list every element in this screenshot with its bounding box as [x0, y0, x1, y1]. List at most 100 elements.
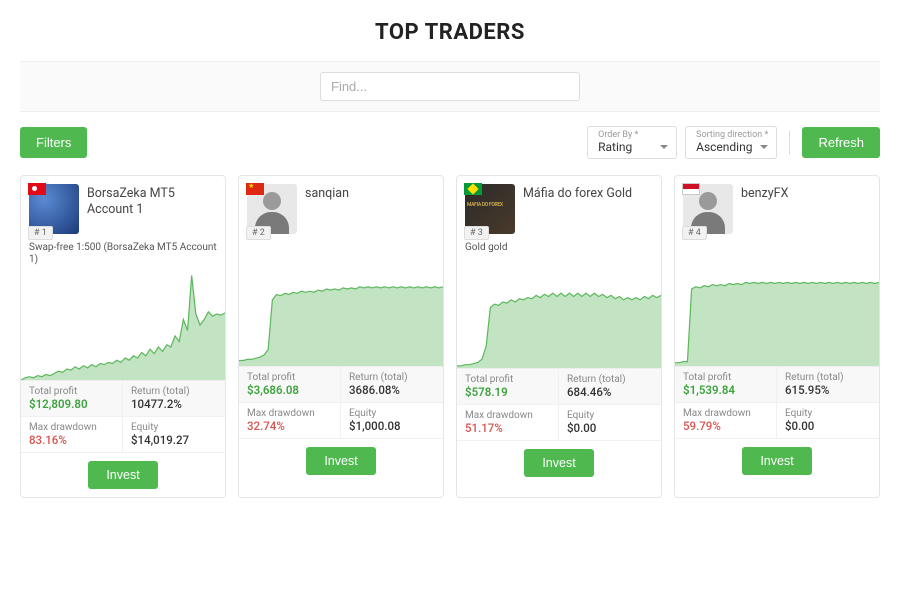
stat-label: Equity — [567, 410, 653, 421]
avatar-wrap: # 4 — [683, 184, 733, 234]
trader-subtitle: Swap-free 1:500 (BorsaZeka MT5 Account 1… — [21, 242, 225, 270]
sort-direction-select[interactable]: Sorting direction * Ascending — [685, 126, 777, 159]
trader-card: # 2 sanqian Total profit $3,686.08 Retur… — [238, 175, 444, 498]
stat-value: $1,539.84 — [683, 383, 768, 397]
trader-name[interactable]: benzyFX — [741, 184, 788, 234]
search-bar — [20, 61, 880, 112]
stat-label: Max drawdown — [29, 422, 114, 433]
rank-badge: # 3 — [464, 226, 489, 240]
order-by-label: Order By * — [598, 131, 668, 140]
trader-name[interactable]: BorsaZeka MT5 Account 1 — [87, 184, 217, 234]
stat-return-total: Return (total) 684.46% — [559, 369, 661, 405]
stat-value: 83.16% — [29, 433, 114, 447]
trader-cards-row: # 1 BorsaZeka MT5 Account 1 Swap-free 1:… — [20, 175, 880, 498]
stat-equity: Equity $1,000.08 — [341, 403, 443, 439]
stat-total-profit: Total profit $578.19 — [457, 369, 559, 405]
stat-total-profit: Total profit $12,809.80 — [21, 381, 123, 417]
invest-button[interactable]: Invest — [524, 449, 593, 477]
trader-subtitle — [239, 242, 443, 256]
stat-value: $578.19 — [465, 385, 550, 399]
card-footer: Invest — [239, 439, 443, 483]
invest-button[interactable]: Invest — [88, 461, 157, 489]
stats-grid: Total profit $3,686.08 Return (total) 36… — [239, 366, 443, 439]
stat-value: 684.46% — [567, 385, 653, 399]
stat-label: Return (total) — [131, 386, 217, 397]
card-header: # 2 sanqian — [239, 176, 443, 242]
trader-name[interactable]: sanqian — [305, 184, 349, 234]
card-footer: Invest — [675, 439, 879, 483]
stat-value: 615.95% — [785, 383, 871, 397]
avatar-wrap: # 3 — [465, 184, 515, 234]
rank-badge: # 1 — [28, 226, 53, 240]
stat-label: Total profit — [465, 374, 550, 385]
stat-total-profit: Total profit $3,686.08 — [239, 367, 341, 403]
order-by-select[interactable]: Order By * Rating — [587, 126, 677, 159]
stat-value: 59.79% — [683, 419, 768, 433]
stat-label: Equity — [131, 422, 217, 433]
stat-label: Total profit — [247, 372, 332, 383]
stat-equity: Equity $0.00 — [559, 405, 661, 441]
invest-button[interactable]: Invest — [742, 447, 811, 475]
stat-equity: Equity $0.00 — [777, 403, 879, 439]
stat-equity: Equity $14,019.27 — [123, 417, 225, 453]
stat-label: Return (total) — [349, 372, 435, 383]
stat-label: Max drawdown — [465, 410, 550, 421]
stat-total-profit: Total profit $1,539.84 — [675, 367, 777, 403]
stat-label: Total profit — [683, 372, 768, 383]
card-header: # 1 BorsaZeka MT5 Account 1 — [21, 176, 225, 242]
trader-name[interactable]: Máfia do forex Gold — [523, 184, 632, 234]
stat-max-drawdown: Max drawdown 51.17% — [457, 405, 559, 441]
stat-value: $3,686.08 — [247, 383, 332, 397]
card-header: # 3 Máfia do forex Gold — [457, 176, 661, 242]
country-flag-icon — [464, 183, 482, 195]
trader-card: # 4 benzyFX Total profit $1,539.84 Retur… — [674, 175, 880, 498]
trader-card: # 1 BorsaZeka MT5 Account 1 Swap-free 1:… — [20, 175, 226, 498]
order-by-value: Rating — [598, 140, 632, 154]
profit-chart — [239, 256, 443, 366]
stat-label: Return (total) — [785, 372, 871, 383]
stat-return-total: Return (total) 10477.2% — [123, 381, 225, 417]
avatar-wrap: # 1 — [29, 184, 79, 234]
stats-grid: Total profit $12,809.80 Return (total) 1… — [21, 380, 225, 453]
profit-chart — [21, 270, 225, 380]
rank-badge: # 4 — [682, 226, 707, 240]
page-title: TOP TRADERS — [0, 20, 900, 45]
stat-value: 51.17% — [465, 421, 550, 435]
profit-chart — [457, 258, 661, 368]
controls-row: Filters Order By * Rating Sorting direct… — [20, 126, 880, 159]
country-flag-icon — [28, 183, 46, 195]
stat-return-total: Return (total) 615.95% — [777, 367, 879, 403]
chevron-down-icon — [660, 145, 668, 149]
trader-card: # 3 Máfia do forex Gold Gold gold Total … — [456, 175, 662, 498]
stat-max-drawdown: Max drawdown 83.16% — [21, 417, 123, 453]
stat-value: $12,809.80 — [29, 397, 114, 411]
profit-chart — [675, 256, 879, 366]
stat-label: Return (total) — [567, 374, 653, 385]
country-flag-icon — [246, 183, 264, 195]
stat-value: 32.74% — [247, 419, 332, 433]
refresh-button[interactable]: Refresh — [802, 127, 880, 158]
card-header: # 4 benzyFX — [675, 176, 879, 242]
stat-value: 10477.2% — [131, 397, 217, 411]
rank-badge: # 2 — [246, 226, 271, 240]
search-input[interactable] — [320, 72, 580, 101]
country-flag-icon — [682, 183, 700, 195]
stats-grid: Total profit $1,539.84 Return (total) 61… — [675, 366, 879, 439]
filters-button[interactable]: Filters — [20, 127, 87, 158]
stat-label: Max drawdown — [683, 408, 768, 419]
invest-button[interactable]: Invest — [306, 447, 375, 475]
stat-value: $14,019.27 — [131, 433, 217, 447]
stat-value: $0.00 — [785, 419, 871, 433]
trader-subtitle — [675, 242, 879, 256]
stat-label: Total profit — [29, 386, 114, 397]
stat-max-drawdown: Max drawdown 32.74% — [239, 403, 341, 439]
chevron-down-icon — [760, 145, 768, 149]
sort-direction-value: Ascending — [696, 140, 752, 154]
stat-return-total: Return (total) 3686.08% — [341, 367, 443, 403]
divider — [789, 131, 790, 155]
stat-label: Equity — [785, 408, 871, 419]
stat-label: Max drawdown — [247, 408, 332, 419]
card-footer: Invest — [21, 453, 225, 497]
card-footer: Invest — [457, 441, 661, 485]
stats-grid: Total profit $578.19 Return (total) 684.… — [457, 368, 661, 441]
